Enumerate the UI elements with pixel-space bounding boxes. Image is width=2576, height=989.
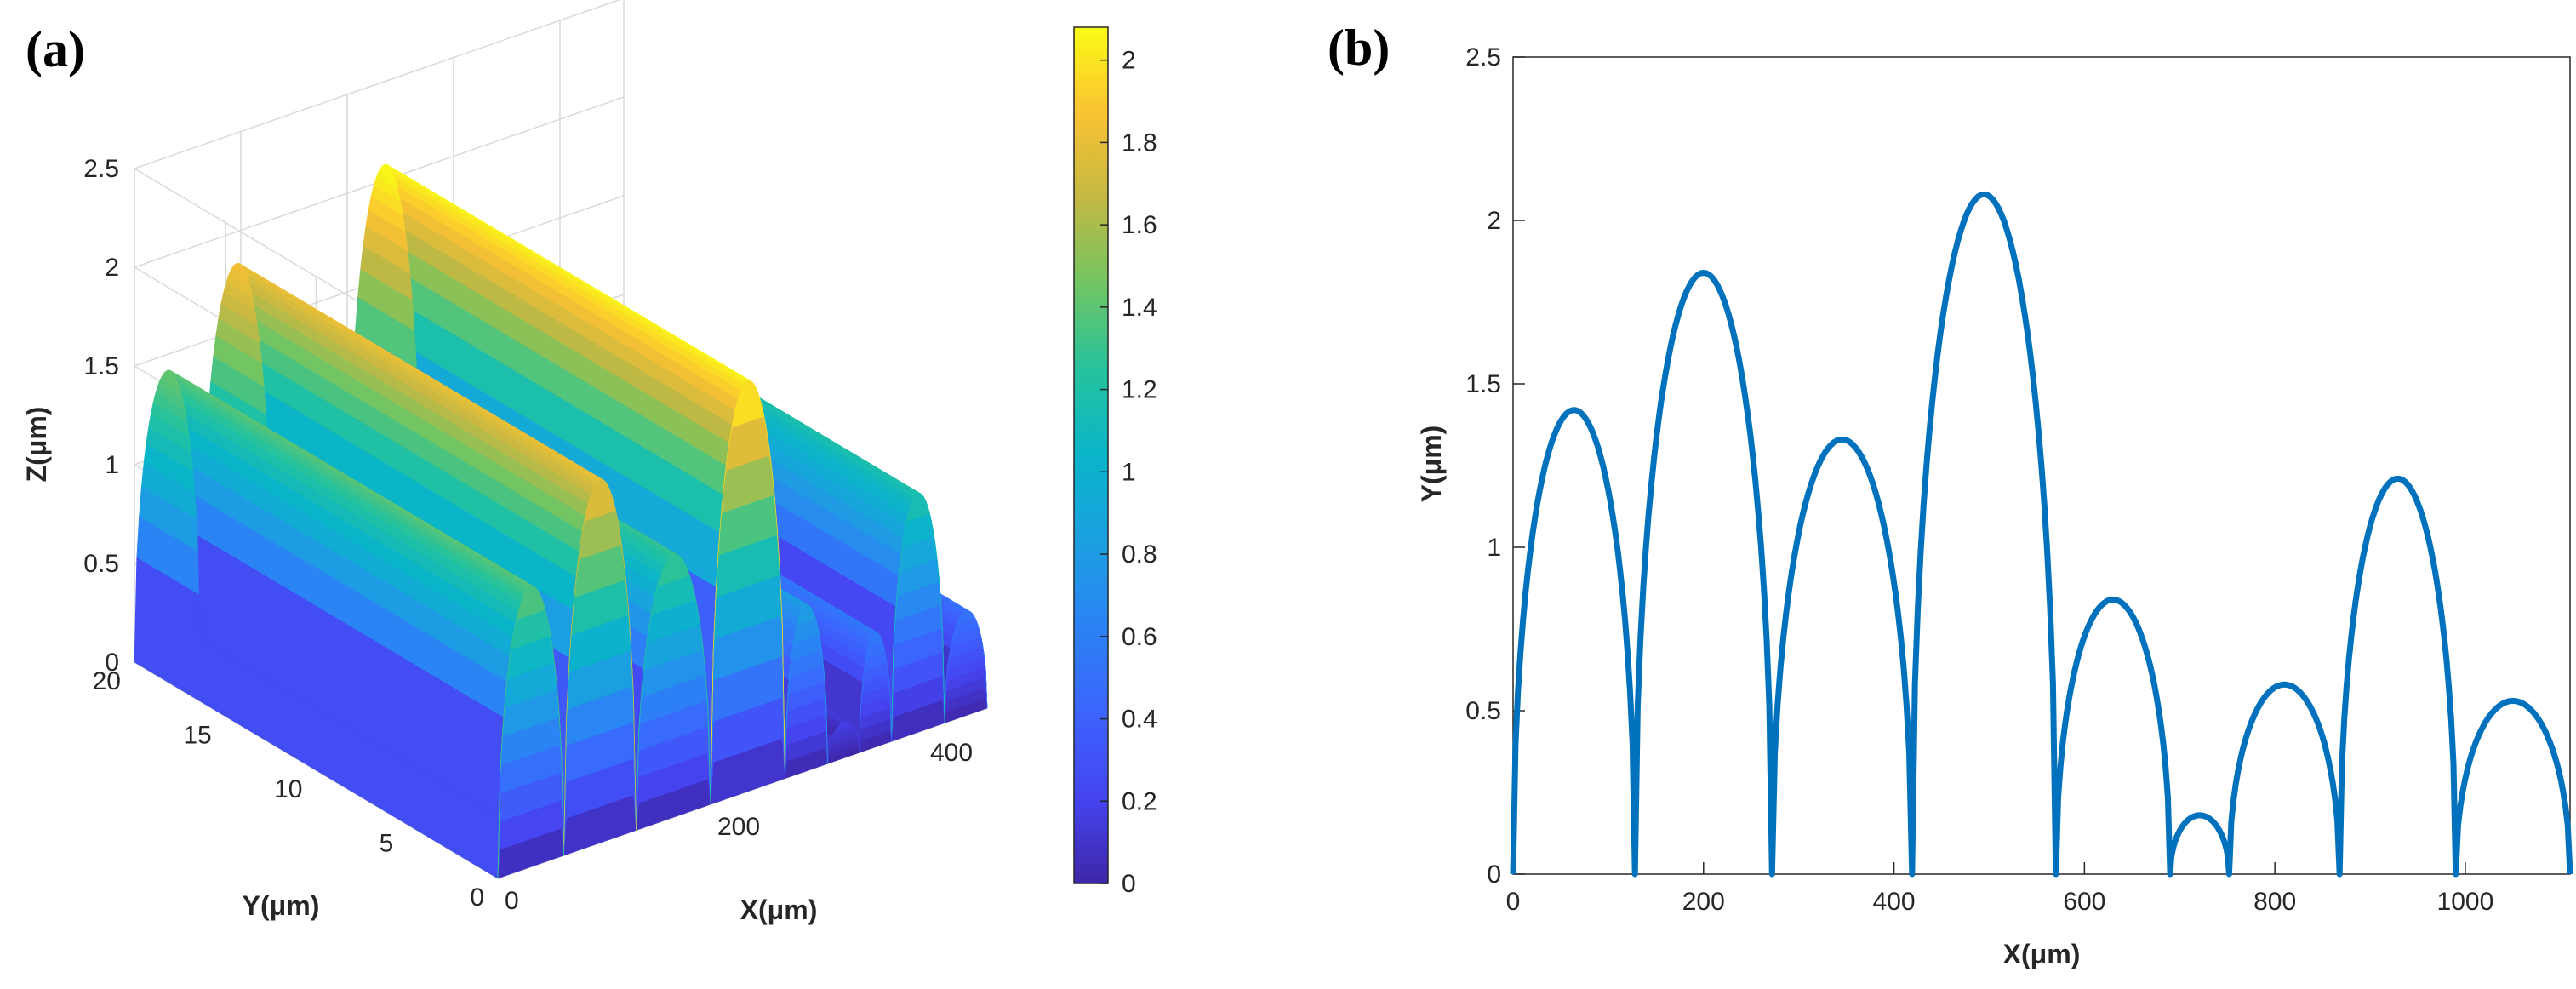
surface-front-face <box>944 610 988 723</box>
y-tick-label: 2 <box>1487 207 1501 235</box>
y-tick-label-3d: 20 <box>93 667 121 695</box>
x-axis-label-3d: X(μm) <box>740 895 818 925</box>
colorbar-tick-label: 0.4 <box>1122 706 1157 734</box>
y-tick-label-3d: 15 <box>183 722 211 750</box>
colorbar-tick-label: 1.4 <box>1122 294 1157 322</box>
colorbar-tick-label: 0.8 <box>1122 540 1157 569</box>
surface-front-face <box>785 604 828 779</box>
surface-front-face <box>827 722 860 764</box>
y-tick-label-3d: 0 <box>470 883 484 912</box>
y-axis-label-3d: Y(μm) <box>243 890 320 921</box>
colorbar-tick-label: 0.2 <box>1122 787 1157 815</box>
y-axis-label-2d: Y(μm) <box>1416 426 1447 503</box>
panel-b-label: (b) <box>1328 20 1390 76</box>
y-tick-label: 0.5 <box>1465 697 1501 725</box>
x-tick-label: 800 <box>2253 888 2296 916</box>
colorbar-tick-label: 1.6 <box>1122 211 1157 239</box>
colorbar-ticks: 0 0.2 0.4 0.6 0.8 1 1.2 1.4 1.6 1.8 2 <box>1100 47 1157 898</box>
x-tick-label-3d: 0 <box>505 887 519 915</box>
x-tick-label: 600 <box>2063 888 2105 916</box>
x-tick-label: 0 <box>1506 888 1521 916</box>
x-tick-label: 200 <box>1682 888 1725 916</box>
x-tick-label: 400 <box>1873 888 1916 916</box>
z-tick-label: 1 <box>105 451 119 479</box>
colorbar-tick-label: 1.8 <box>1122 129 1157 157</box>
x-axis-label-2d: X(μm) <box>2003 939 2081 969</box>
x-tick-label-3d: 200 <box>717 813 760 841</box>
y-tick-label: 2.5 <box>1465 43 1501 71</box>
y-tick-label: 1.5 <box>1465 370 1501 398</box>
surface-front-face <box>891 493 945 742</box>
panel-b-frame <box>1512 56 2571 875</box>
colorbar: 0 0.2 0.4 0.6 0.8 1 1.2 1.4 1.6 1.8 2 <box>1073 26 1157 898</box>
surface-front-face <box>563 479 637 856</box>
z-tick-label: 0 <box>105 649 119 677</box>
panel-a-label: (a) <box>26 21 85 77</box>
colorbar-tick-label: 2 <box>1122 47 1136 75</box>
z-tick-label: 2.5 <box>83 155 119 183</box>
y-tick-label: 1 <box>1487 534 1501 562</box>
profile-line <box>1510 191 2573 878</box>
z-tick-label: 0.5 <box>83 550 119 578</box>
y-tick-label: 0 <box>1487 860 1501 889</box>
colorbar-tick-label: 0.6 <box>1122 623 1157 651</box>
z-axis-label: Z(μm) <box>21 407 52 483</box>
surface-front-face <box>636 554 711 831</box>
colorbar-gradient <box>1073 26 1109 884</box>
panel-b-ticks: 0 200 400 600 800 1000 0 0.5 1 1.5 2 2.5 <box>1465 43 2493 916</box>
z-tick-label: 2 <box>105 254 119 282</box>
x-tick-label: 1000 <box>2437 888 2494 916</box>
z-tick-label: 1.5 <box>83 352 119 380</box>
y-tick-label-3d: 10 <box>274 775 302 803</box>
colorbar-tick-label: 1 <box>1122 458 1136 486</box>
panel-a-surface <box>134 163 988 879</box>
surface-front-face <box>859 632 892 753</box>
back-wall-grid <box>134 0 621 169</box>
y-tick-label-3d: 5 <box>380 830 394 858</box>
colorbar-tick-label: 0 <box>1122 870 1136 898</box>
colorbar-tick-label: 1.2 <box>1122 376 1157 404</box>
surface-front-face <box>497 586 564 879</box>
surface-front-face <box>710 380 785 805</box>
x-tick-label-3d: 400 <box>930 739 973 767</box>
